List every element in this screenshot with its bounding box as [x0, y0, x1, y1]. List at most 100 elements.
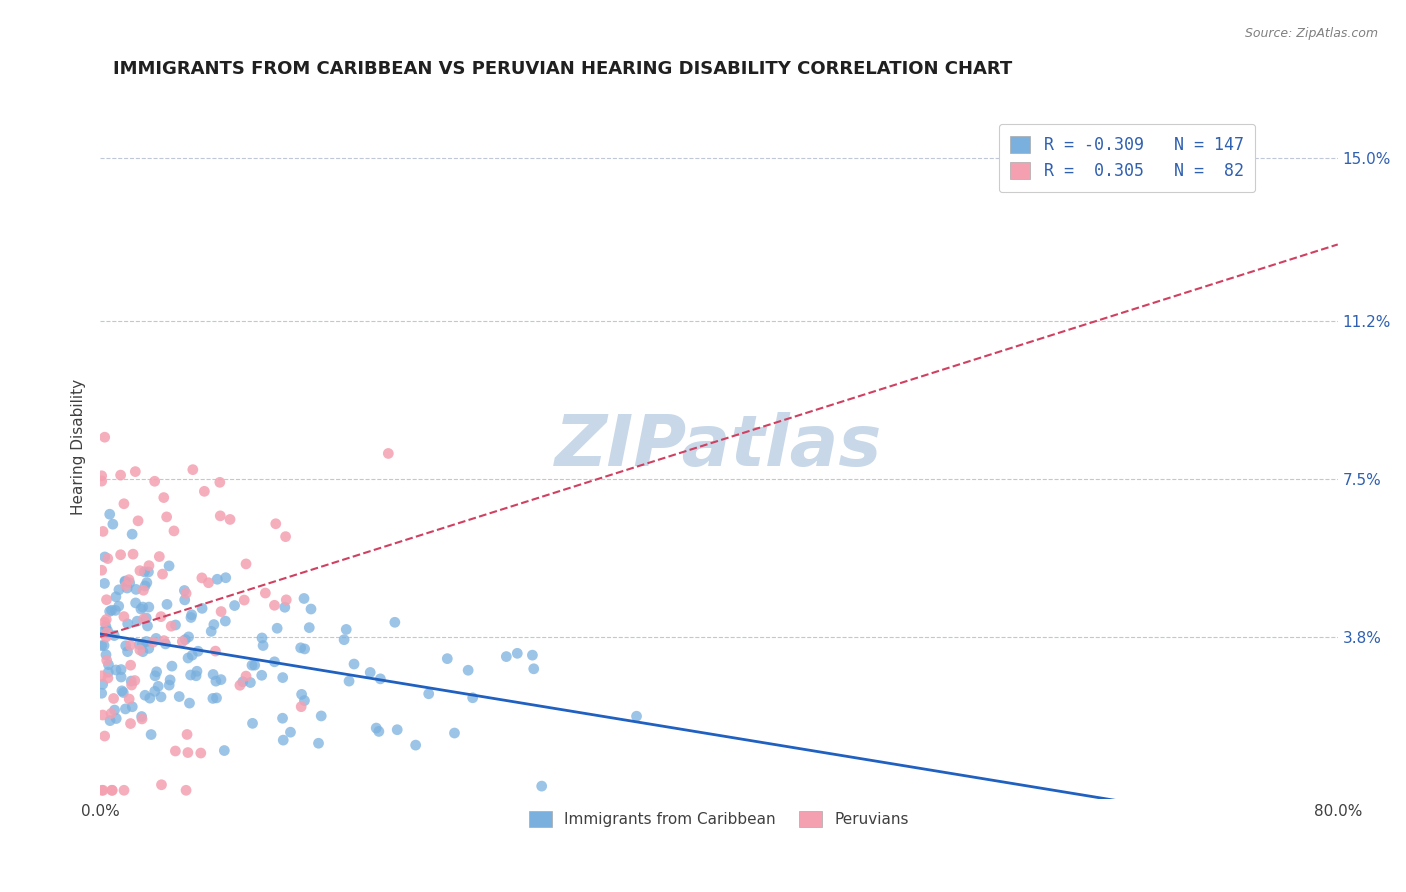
- Point: [91, 624, 114, 639]
- Point: [135, 634, 157, 648]
- Point: [174, 632, 197, 647]
- Point: [436, 651, 458, 665]
- Point: [138, 641, 160, 656]
- Point: [91, 677, 114, 691]
- Point: [214, 743, 236, 757]
- Point: [165, 744, 187, 758]
- Point: [443, 726, 465, 740]
- Point: [148, 549, 170, 564]
- Point: [506, 646, 529, 660]
- Point: [290, 699, 312, 714]
- Point: [112, 685, 135, 699]
- Point: [97, 671, 120, 685]
- Point: [136, 619, 159, 633]
- Point: [90, 669, 112, 683]
- Point: [132, 612, 155, 626]
- Point: [138, 600, 160, 615]
- Point: [114, 702, 136, 716]
- Point: [250, 668, 273, 682]
- Point: [208, 475, 231, 490]
- Point: [96, 613, 118, 627]
- Point: [104, 590, 127, 604]
- Point: [96, 653, 118, 667]
- Point: [103, 691, 125, 706]
- Point: [112, 497, 135, 511]
- Point: [172, 634, 194, 648]
- Point: [143, 669, 166, 683]
- Point: [202, 667, 225, 681]
- Point: [280, 725, 302, 739]
- Point: [177, 651, 200, 665]
- Point: [156, 598, 179, 612]
- Point: [94, 630, 117, 644]
- Point: [530, 779, 553, 793]
- Point: [204, 644, 226, 658]
- Point: [291, 687, 314, 701]
- Point: [177, 630, 200, 644]
- Point: [115, 581, 138, 595]
- Point: [343, 657, 366, 671]
- Point: [271, 711, 294, 725]
- Point: [457, 663, 479, 677]
- Point: [134, 688, 156, 702]
- Point: [101, 783, 124, 797]
- Point: [214, 614, 236, 628]
- Point: [104, 603, 127, 617]
- Point: [90, 468, 112, 483]
- Point: [148, 679, 170, 693]
- Point: [308, 736, 330, 750]
- Point: [132, 583, 155, 598]
- Point: [495, 649, 517, 664]
- Point: [120, 658, 142, 673]
- Point: [143, 684, 166, 698]
- Point: [333, 632, 356, 647]
- Point: [124, 596, 146, 610]
- Point: [112, 609, 135, 624]
- Point: [91, 708, 114, 723]
- Point: [193, 484, 215, 499]
- Point: [124, 673, 146, 688]
- Point: [129, 564, 152, 578]
- Point: [93, 639, 115, 653]
- Point: [132, 600, 155, 615]
- Point: [191, 601, 214, 615]
- Point: [145, 665, 167, 679]
- Point: [367, 724, 389, 739]
- Point: [93, 576, 115, 591]
- Point: [191, 571, 214, 585]
- Point: [174, 586, 197, 600]
- Point: [138, 565, 160, 579]
- Point: [94, 648, 117, 662]
- Point: [271, 733, 294, 747]
- Point: [114, 574, 136, 588]
- Point: [167, 690, 190, 704]
- Point: [163, 524, 186, 538]
- Point: [274, 530, 297, 544]
- Point: [107, 599, 129, 614]
- Point: [115, 578, 138, 592]
- Point: [100, 706, 122, 721]
- Point: [98, 604, 121, 618]
- Point: [157, 678, 180, 692]
- Point: [370, 672, 392, 686]
- Point: [100, 603, 122, 617]
- Point: [153, 633, 176, 648]
- Point: [94, 549, 117, 564]
- Point: [120, 716, 142, 731]
- Point: [159, 673, 181, 687]
- Point: [93, 729, 115, 743]
- Point: [271, 671, 294, 685]
- Point: [200, 624, 222, 639]
- Point: [177, 746, 200, 760]
- Text: ZIPatlas: ZIPatlas: [555, 412, 883, 481]
- Point: [187, 644, 209, 658]
- Point: [90, 686, 112, 700]
- Point: [254, 586, 277, 600]
- Point: [142, 635, 165, 649]
- Point: [118, 573, 141, 587]
- Text: IMMIGRANTS FROM CARIBBEAN VS PERUVIAN HEARING DISABILITY CORRELATION CHART: IMMIGRANTS FROM CARIBBEAN VS PERUVIAN HE…: [112, 60, 1012, 78]
- Point: [523, 662, 546, 676]
- Point: [124, 465, 146, 479]
- Point: [309, 709, 332, 723]
- Point: [118, 575, 141, 590]
